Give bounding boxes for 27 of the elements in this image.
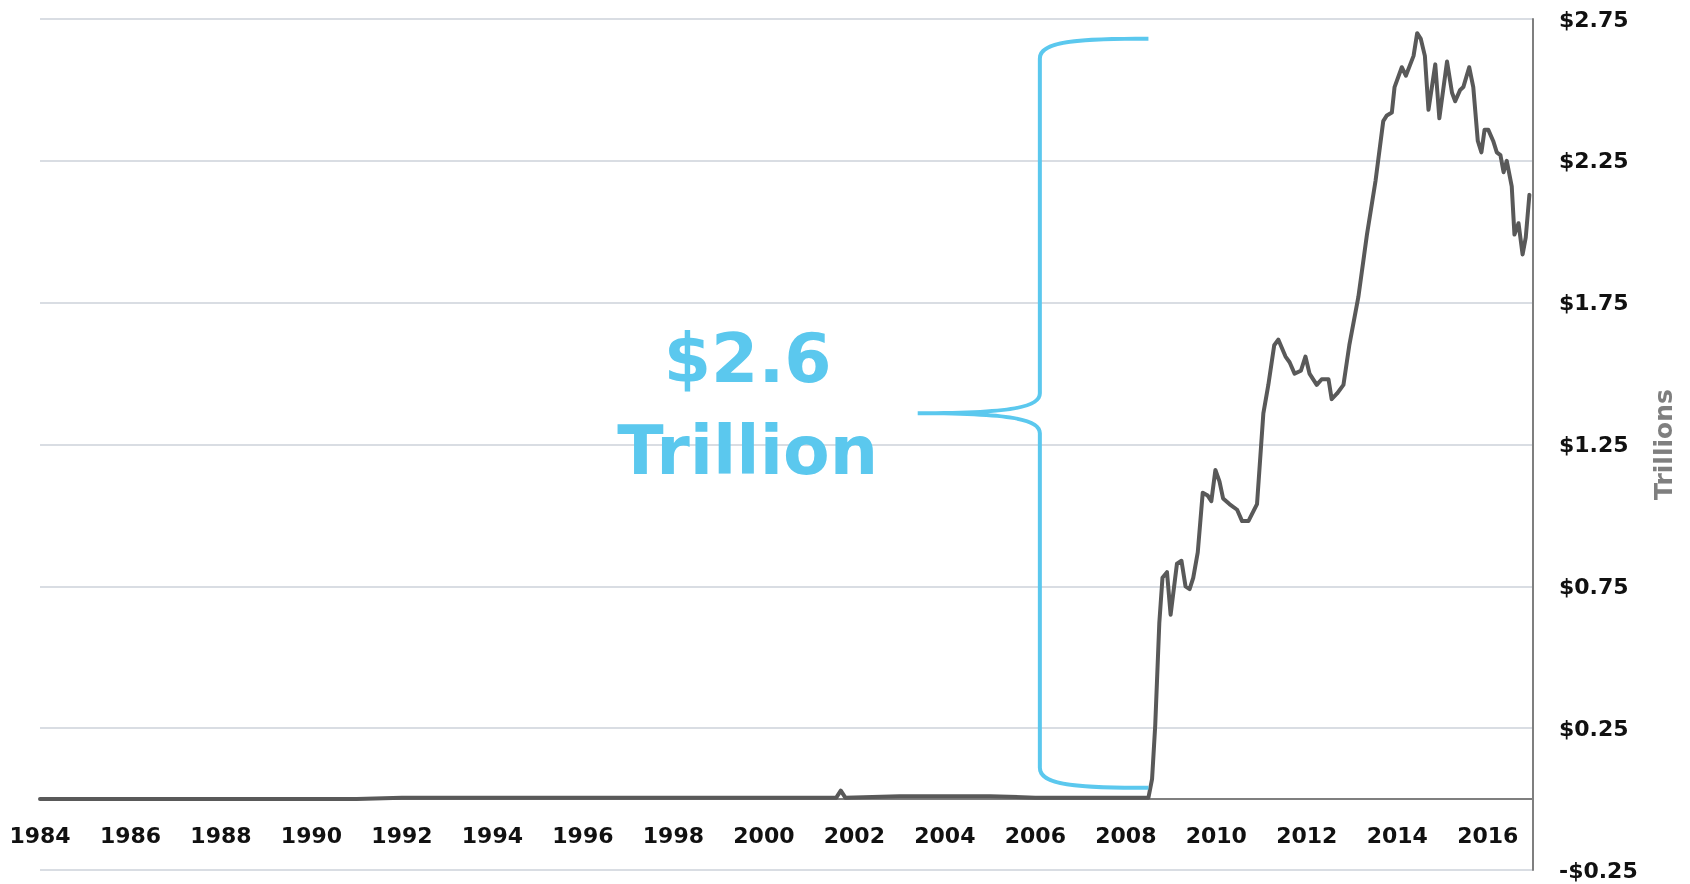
x-tick-label: 2002 <box>823 822 885 848</box>
x-tick-label: 1992 <box>371 822 433 848</box>
x-tick-label: 2008 <box>1095 822 1157 848</box>
x-tick-label: 2016 <box>1457 822 1519 848</box>
annotation: $2.6 Trillion <box>616 318 880 493</box>
y-tick-label: -$0.25 <box>1559 857 1638 883</box>
x-tick-label: 2014 <box>1366 822 1428 848</box>
y-tick-label: $0.25 <box>1559 715 1629 741</box>
x-tick-label: 2010 <box>1185 822 1247 848</box>
x-tick-label: 1990 <box>280 822 343 848</box>
y-tick-label: $2.75 <box>1559 6 1629 32</box>
x-tick-label: 1996 <box>552 822 614 848</box>
x-tick-label: 1994 <box>461 822 524 848</box>
y-tick-label: $2.25 <box>1559 148 1629 174</box>
x-tick-label: 2004 <box>914 822 976 848</box>
x-tick-label: 2000 <box>733 822 795 848</box>
line-series <box>38 31 1532 802</box>
x-tick-label: 1986 <box>99 822 162 848</box>
x-tick-label: 2006 <box>1004 822 1066 848</box>
y-tick-label: $1.75 <box>1559 290 1629 316</box>
x-tick-label: 2012 <box>1276 822 1338 848</box>
x-tick-label: 1998 <box>642 822 705 848</box>
x-tick-label: 1988 <box>190 822 252 848</box>
x-tick-label: 1984 <box>9 822 71 848</box>
y-tick-label: $1.25 <box>1559 432 1629 457</box>
y-tick-label: $0.75 <box>1559 573 1629 599</box>
y-axis-title: Trillions <box>1649 389 1678 500</box>
